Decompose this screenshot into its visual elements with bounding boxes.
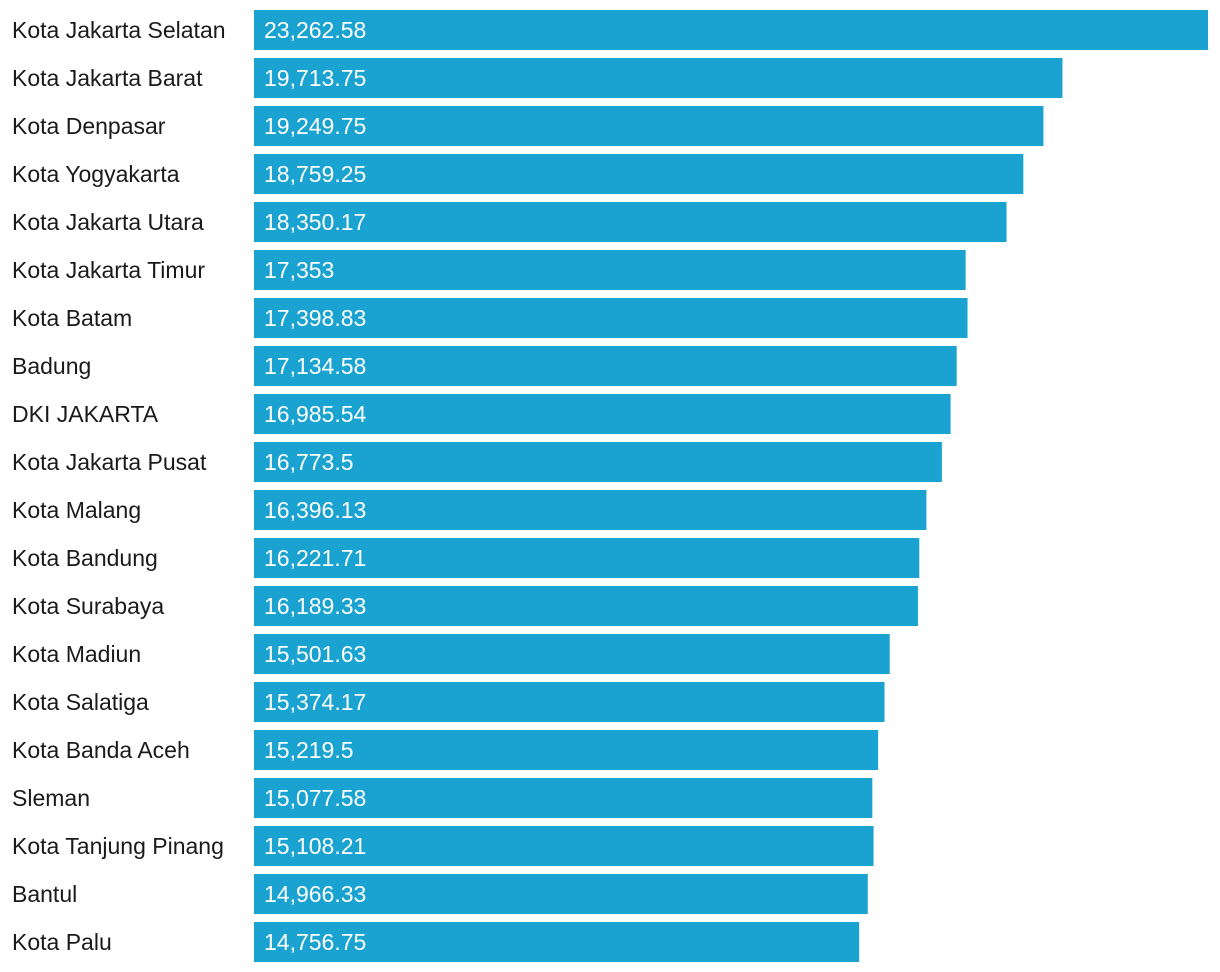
value-label: 19,713.75 xyxy=(264,65,366,91)
bar xyxy=(254,682,885,722)
bar xyxy=(254,490,927,530)
bar xyxy=(254,538,920,578)
category-label: Kota Batam xyxy=(12,305,132,331)
category-label: Sleman xyxy=(12,785,90,811)
value-label: 14,966.33 xyxy=(264,881,366,907)
bar xyxy=(254,922,860,962)
category-label: Kota Jakarta Pusat xyxy=(12,449,207,475)
bar xyxy=(254,778,873,818)
category-label: Kota Jakarta Barat xyxy=(12,65,203,91)
bar xyxy=(254,730,879,770)
bar xyxy=(254,58,1063,98)
bar xyxy=(254,826,874,866)
category-label: Kota Palu xyxy=(12,929,112,955)
value-label: 14,756.75 xyxy=(264,929,366,955)
value-label: 15,108.21 xyxy=(264,833,366,859)
bar xyxy=(254,442,942,482)
bar xyxy=(254,346,957,386)
bar xyxy=(254,394,951,434)
bar xyxy=(254,106,1044,146)
category-label: Badung xyxy=(12,353,91,379)
category-label: DKI JAKARTA xyxy=(12,401,159,427)
value-label: 18,350.17 xyxy=(264,209,366,235)
bar xyxy=(254,10,1208,50)
value-label: 16,396.13 xyxy=(264,497,366,523)
bar xyxy=(254,154,1024,194)
category-label: Kota Bandung xyxy=(12,545,158,571)
category-label: Bantul xyxy=(12,881,77,907)
value-label: 15,077.58 xyxy=(264,785,366,811)
category-label: Kota Jakarta Utara xyxy=(12,209,204,235)
bar xyxy=(254,202,1007,242)
value-label: 17,134.58 xyxy=(264,353,366,379)
value-label: 15,374.17 xyxy=(264,689,366,715)
bar xyxy=(254,634,890,674)
category-label: Kota Jakarta Selatan xyxy=(12,17,226,43)
value-label: 17,398.83 xyxy=(264,305,366,331)
value-label: 16,985.54 xyxy=(264,401,367,427)
bar xyxy=(254,874,868,914)
value-label: 15,219.5 xyxy=(264,737,354,763)
value-label: 23,262.58 xyxy=(264,17,366,43)
bar xyxy=(254,298,968,338)
value-label: 17,353 xyxy=(264,257,334,283)
category-label: Kota Denpasar xyxy=(12,113,166,139)
value-label: 16,773.5 xyxy=(264,449,354,475)
category-label: Kota Salatiga xyxy=(12,689,149,715)
category-label: Kota Tanjung Pinang xyxy=(12,833,224,859)
value-label: 18,759.25 xyxy=(264,161,366,187)
value-label: 16,221.71 xyxy=(264,545,366,571)
value-label: 19,249.75 xyxy=(264,113,366,139)
category-label: Kota Madiun xyxy=(12,641,141,667)
category-label: Kota Surabaya xyxy=(12,593,164,619)
bar xyxy=(254,250,966,290)
bar xyxy=(254,586,918,626)
category-label: Kota Yogyakarta xyxy=(12,161,180,187)
value-label: 15,501.63 xyxy=(264,641,366,667)
category-label: Kota Jakarta Timur xyxy=(12,257,205,283)
category-label: Kota Malang xyxy=(12,497,141,523)
value-label: 16,189.33 xyxy=(264,593,366,619)
category-label: Kota Banda Aceh xyxy=(12,737,190,763)
